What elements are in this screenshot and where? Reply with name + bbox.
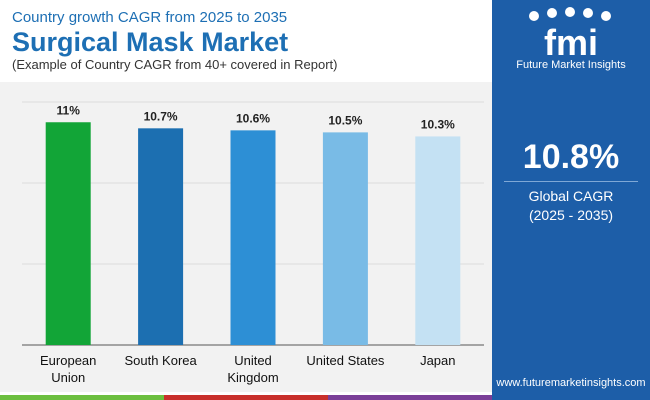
stripe-green [0, 395, 164, 400]
bar-chart: 11% European Union 10.7% South Korea 10.6% Uni… [22, 101, 484, 385]
website-link[interactable]: www.futuremarketinsights.com [496, 377, 646, 389]
x-tick-label: Japan [420, 353, 455, 368]
divider [504, 181, 638, 182]
stripe-red [164, 395, 328, 400]
x-tick-label: South Korea [124, 353, 197, 368]
data-label: 10.5% [328, 113, 362, 127]
chart-title: Surgical Mask Market [12, 27, 289, 57]
bar [45, 122, 91, 345]
x-tick-label: European [40, 353, 96, 368]
data-label: 10.6% [236, 111, 270, 125]
fmi-logo-icon: fmi [529, 7, 611, 63]
fmi-logo: fmi Future Market Insights [492, 4, 650, 74]
bar [138, 128, 184, 345]
x-tick-label: United States [306, 353, 385, 368]
data-label: 10.3% [421, 117, 455, 131]
stripe-purple [328, 395, 492, 400]
brand-name: Future Market Insights [516, 59, 626, 71]
chart-note: (Example of Country CAGR from 40+ covere… [12, 57, 338, 72]
global-cagr-period: (2025 - 2035) [528, 207, 614, 223]
svg-text:fmi: fmi [544, 22, 598, 60]
x-tick-label: Union [51, 370, 85, 385]
bar [230, 130, 276, 345]
data-label: 11% [57, 103, 81, 117]
global-cagr-label-line1: Global CAGR [528, 188, 614, 204]
x-tick-label: Kingdom [227, 370, 278, 385]
bottom-stripes [0, 395, 492, 400]
sidebar: fmi Future Market Insights 10.8% Global … [492, 0, 650, 400]
x-tick-label: United [234, 353, 272, 368]
global-cagr-label: Global CAGR (2025 - 2035) [492, 187, 650, 225]
data-label: 10.7% [144, 109, 178, 123]
bar [322, 132, 368, 345]
bar [415, 136, 461, 345]
header: Country growth CAGR from 2025 to 2035 Su… [0, 0, 492, 80]
global-cagr-value: 10.8% [522, 138, 620, 176]
chart-supertitle: Country growth CAGR from 2025 to 2035 [12, 9, 288, 26]
chart-panel: 11% European Union 10.7% South Korea 10.6% Uni… [0, 82, 492, 392]
